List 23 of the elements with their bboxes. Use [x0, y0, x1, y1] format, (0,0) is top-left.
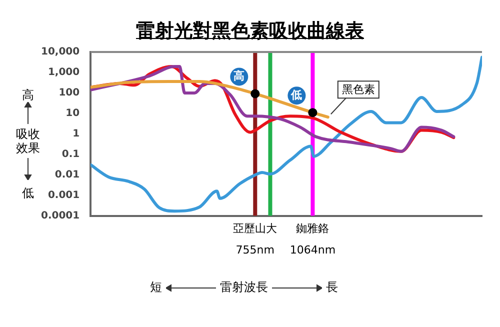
y-tick-label: 0.01	[54, 169, 80, 180]
ref-line-label: 亞歷山大	[233, 222, 278, 236]
y-tick-label: 10,000	[40, 46, 80, 58]
annotation: 高	[234, 70, 245, 83]
x-tick-label: 755nm	[236, 243, 274, 256]
ref-line-label: 銣雅鉻	[296, 222, 330, 236]
x-tick-label: 1064nm	[290, 243, 336, 256]
y-tick-label: 0.001	[48, 190, 80, 201]
y-tick-label: 0.0001	[40, 210, 80, 222]
text: 長	[326, 279, 338, 296]
text: 高	[22, 88, 34, 102]
y-tick-label: 0.1	[62, 148, 80, 160]
y-tick-label: 10	[66, 108, 80, 120]
x-axis-title: 雷射波長	[220, 279, 268, 296]
annotation: 低	[290, 88, 302, 102]
y-axis-title: 吸收效果	[15, 127, 41, 155]
y-tick-label: 100	[58, 88, 80, 99]
chart-title: 雷射光對黑色素吸收曲線表	[135, 19, 365, 44]
text: 低	[22, 186, 34, 200]
y-tick-label: 1,000	[48, 67, 80, 78]
text: 短	[150, 279, 162, 296]
text: 黑色素	[342, 82, 375, 96]
y-tick-label: 1	[72, 128, 80, 140]
